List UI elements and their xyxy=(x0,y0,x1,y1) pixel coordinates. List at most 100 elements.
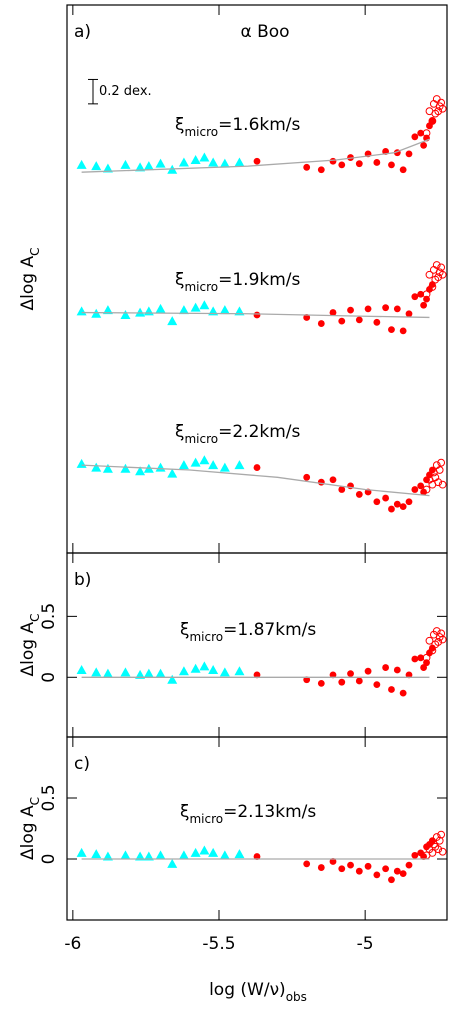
label-part: ξ xyxy=(175,115,184,135)
triangle-point xyxy=(208,460,219,470)
annotation: ξmicro=1.9km/s xyxy=(175,270,301,294)
open-circle-point xyxy=(428,849,437,857)
triangle-point xyxy=(178,305,189,315)
circle-point xyxy=(317,478,325,486)
panel-label: b) xyxy=(74,570,91,590)
circle-point xyxy=(382,494,390,502)
triangle-point xyxy=(135,162,146,172)
subscript: C xyxy=(28,614,42,622)
open-circle-point xyxy=(438,847,447,856)
circle-point xyxy=(303,860,311,868)
triangle-point xyxy=(155,303,166,313)
triangle-point xyxy=(143,306,154,316)
circle-point xyxy=(303,473,311,481)
circle-point xyxy=(338,486,346,493)
label-part: =1.9km/s xyxy=(218,270,300,290)
label-part: =1.6km/s xyxy=(218,115,300,135)
circle-point xyxy=(428,117,436,125)
subscript: C xyxy=(28,797,42,805)
x-axis-label: log (W/ν)obs xyxy=(209,980,307,1004)
open-circle-point xyxy=(422,653,431,662)
circle-point xyxy=(399,689,407,697)
y-axis-label: Δlog AC xyxy=(18,248,42,311)
circle-point xyxy=(329,476,337,484)
circle-point xyxy=(364,862,372,870)
triangle-point xyxy=(76,664,87,674)
circle-point xyxy=(253,853,261,860)
circle-point xyxy=(317,864,325,871)
triangle-point xyxy=(135,466,146,476)
y-tick-label: 0 xyxy=(39,672,59,683)
circle-point xyxy=(393,500,401,508)
open-circle-point xyxy=(422,290,431,299)
circle-point xyxy=(373,498,381,506)
triangle-point xyxy=(76,847,87,857)
circle-point xyxy=(253,311,261,319)
annotation: ξmicro=1.6km/s xyxy=(175,115,301,139)
circle-point xyxy=(405,861,413,869)
open-circle-point xyxy=(428,646,437,655)
label-part: log (W/ν) xyxy=(209,980,286,1000)
open-circle-point xyxy=(435,466,444,474)
circle-point xyxy=(405,671,413,679)
triangle-point xyxy=(76,159,87,169)
label-part: ξ xyxy=(180,802,189,822)
open-circle-point xyxy=(422,485,431,494)
open-circle-point xyxy=(434,107,443,116)
open-circle-point xyxy=(422,129,431,138)
open-circle-point xyxy=(428,283,437,291)
triangle-point xyxy=(208,664,219,674)
open-circle-point xyxy=(434,478,443,487)
circle-point xyxy=(420,301,428,309)
triangle-point xyxy=(135,669,146,679)
triangle-point xyxy=(102,305,113,315)
triangle-point xyxy=(234,460,245,470)
open-circle-point xyxy=(428,117,437,125)
subscript: micro xyxy=(189,630,223,644)
triangle-point xyxy=(178,850,189,860)
triangle-point xyxy=(219,305,230,315)
open-circle-point xyxy=(425,270,434,279)
open-circle-point xyxy=(438,104,447,113)
y-axis-label: Δlog AC xyxy=(18,797,42,860)
annotation: ξmicro=1.87km/s xyxy=(180,620,316,644)
label-part: ξ xyxy=(175,270,184,290)
label-part: Δlog A xyxy=(18,256,38,311)
circle-point xyxy=(329,157,337,165)
circle-point xyxy=(393,867,401,875)
circle-point xyxy=(338,865,346,873)
triangle-point xyxy=(91,161,102,171)
circle-point xyxy=(253,464,261,471)
subscript: micro xyxy=(189,812,223,826)
circle-point xyxy=(420,141,428,149)
circle-point xyxy=(388,505,395,513)
open-circle-point xyxy=(437,458,446,467)
circle-point xyxy=(303,163,311,171)
circle-point xyxy=(303,676,311,684)
subscript: micro xyxy=(184,432,218,446)
triangle-point xyxy=(120,850,131,860)
triangle-point xyxy=(199,455,210,465)
open-circle-point xyxy=(434,845,443,854)
circle-point xyxy=(329,309,337,316)
circle-point xyxy=(405,150,413,158)
circle-point xyxy=(329,858,337,865)
circle-point xyxy=(417,654,425,662)
circle-point xyxy=(317,320,325,327)
circle-point xyxy=(399,870,407,878)
circle-point xyxy=(417,482,425,490)
triangle-point xyxy=(91,462,102,472)
triangle-point xyxy=(155,158,166,168)
triangle-point xyxy=(91,667,102,677)
triangle-point xyxy=(219,462,230,472)
open-circle-point xyxy=(425,636,434,645)
triangle-point xyxy=(155,462,166,472)
triangle-point xyxy=(120,667,131,677)
open-circle-point xyxy=(438,480,447,489)
circle-point xyxy=(355,867,363,875)
circle-point xyxy=(411,851,419,859)
circle-point xyxy=(393,666,401,674)
label-part: Δlog A xyxy=(18,622,38,677)
open-circle-point xyxy=(438,635,447,644)
circle-point xyxy=(355,316,363,324)
